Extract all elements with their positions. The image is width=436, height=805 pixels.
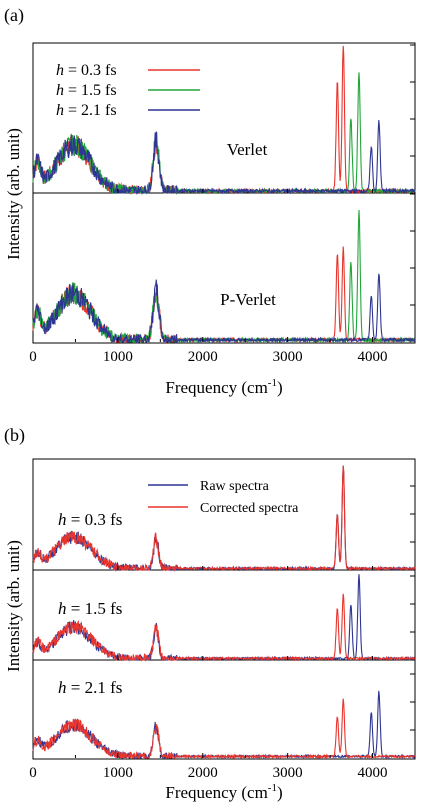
panel-b: (b) 0 1000 2000 3000 4000 Raw spectra Correct… — [4, 425, 416, 802]
x-tick-label: 1000 — [103, 765, 133, 781]
panel-b-legend: Raw spectra Corrected spectra — [148, 479, 299, 516]
legend-label: h = 0.3 fs — [56, 62, 117, 79]
panel-a: (a) 0 1000 2000 3000 4000 Verlet P-Verlet h … — [4, 5, 416, 397]
panel-a-verlet-label: Verlet — [227, 140, 268, 159]
legend-label: h = 1.5 fs — [56, 82, 117, 99]
panel-a-xlabel: Frequency (cm-1) — [165, 377, 282, 397]
x-tick-label: 4000 — [358, 349, 388, 365]
corrected-spectrum-line — [32, 593, 416, 663]
panel-b-subplot-label-3: h = 2.1 fs — [58, 678, 122, 697]
x-tick-label: 3000 — [273, 765, 303, 781]
panel-b-label: (b) — [4, 425, 25, 446]
x-tick-label: 3000 — [273, 349, 303, 365]
panel-b-frame — [32, 458, 416, 760]
panel-b-subplot-label-1: h = 0.3 fs — [58, 510, 122, 529]
panel-b-ylabel: Intensity (arb. unit) — [4, 540, 23, 672]
x-tick-label: 1000 — [103, 349, 133, 365]
x-tick-label: 4000 — [358, 765, 388, 781]
x-tick-label: 2000 — [188, 765, 218, 781]
panel-b-plot-area — [32, 465, 416, 760]
series-line-h-2-1-fs — [32, 273, 416, 345]
legend-label: Corrected spectra — [200, 501, 299, 516]
legend-label: Raw spectra — [200, 479, 270, 494]
series-line-h-1-5-fs — [32, 209, 416, 345]
panel-a-legend: h = 0.3 fs h = 1.5 fs h = 2.1 fs — [56, 62, 200, 119]
x-tick-label: 0 — [29, 765, 37, 781]
panel-a-pverlet-label: P-Verlet — [220, 290, 276, 309]
legend-label: h = 2.1 fs — [56, 102, 117, 119]
panel-a-x-ticks: 0 1000 2000 3000 4000 — [29, 189, 388, 365]
raw-spectrum-line — [32, 690, 416, 760]
panel-b-x-ticks: 0 1000 2000 3000 4000 — [29, 566, 388, 781]
panel-a-ylabel: Intensity (arb. unit) — [4, 128, 23, 260]
panel-b-xlabel: Frequency (cm-1) — [165, 782, 282, 802]
corrected-spectrum-line — [32, 698, 416, 760]
panel-a-plot-area — [32, 44, 416, 345]
panel-a-label: (a) — [4, 5, 24, 26]
series-line-h-2-1-fs — [32, 120, 416, 196]
panel-b-subplot-label-2: h = 1.5 fs — [58, 599, 122, 618]
corrected-spectrum-line — [32, 465, 416, 572]
x-tick-label: 2000 — [188, 349, 218, 365]
x-tick-label: 0 — [29, 349, 37, 365]
